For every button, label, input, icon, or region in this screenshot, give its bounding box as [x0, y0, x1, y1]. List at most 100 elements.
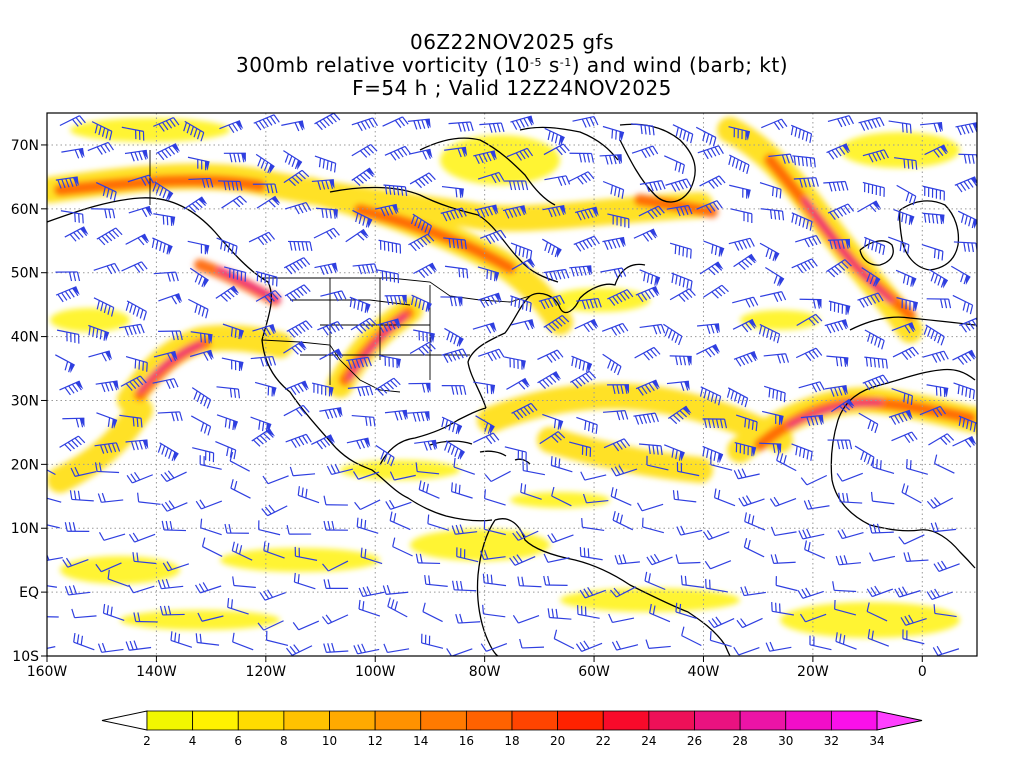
wind-barb: [664, 444, 685, 462]
colorbar-label: 32: [824, 734, 839, 748]
colorbar-label: 18: [504, 734, 519, 748]
wind-barbs: [47, 113, 977, 656]
wind-barb: [353, 643, 380, 655]
wind-barb: [311, 434, 336, 450]
wind-barb: [415, 462, 440, 475]
wind-barb: [216, 386, 241, 399]
wind-barb: [188, 298, 209, 319]
wind-barb: [504, 446, 527, 462]
wind-barb: [62, 557, 89, 568]
wind-barb: [450, 482, 473, 499]
wind-barb: [252, 323, 277, 337]
colorbar-swatch: [602, 710, 650, 731]
wind-barb: [571, 355, 593, 373]
wind-barb: [413, 262, 438, 279]
wind-barb: [895, 269, 917, 288]
wind-barb: [866, 602, 888, 622]
wind-barb: [444, 146, 468, 158]
wind-barb: [192, 447, 215, 463]
wind-barb: [864, 356, 888, 369]
wind-barb: [383, 184, 408, 197]
wind-barb: [760, 208, 785, 221]
wind-barb: [215, 285, 240, 302]
wind-barb: [635, 286, 660, 303]
wind-barb: [376, 269, 399, 284]
wind-barb: [858, 412, 879, 434]
wind-barb: [345, 228, 369, 243]
wind-barb: [610, 487, 632, 506]
wind-barb: [286, 525, 312, 535]
wind-barb: [157, 442, 179, 462]
wind-barb: [219, 120, 244, 133]
wind-barb: [97, 492, 124, 503]
wind-barb: [107, 569, 129, 587]
wind-barb: [444, 265, 469, 279]
wind-barb: [315, 207, 338, 219]
lon-tick-label: 160W: [27, 664, 68, 680]
wind-barb: [740, 586, 766, 597]
wind-barb: [96, 412, 118, 429]
colorbar-label: 24: [641, 734, 656, 748]
wind-barb: [704, 560, 732, 570]
wind-barb: [649, 603, 671, 623]
wind-barb: [672, 490, 697, 503]
wind-barb: [933, 604, 957, 618]
wind-barb: [382, 116, 409, 128]
wind-barb: [867, 629, 889, 647]
wind-barb: [257, 620, 284, 631]
wind-barb: [862, 374, 889, 391]
wind-barb: [827, 203, 855, 220]
colorbar-over-triangle: [876, 710, 923, 731]
wind-barb: [128, 584, 155, 594]
wind-barb: [639, 180, 666, 193]
wind-barb: [675, 602, 698, 620]
wind-barb: [831, 398, 855, 413]
wind-barb: [286, 320, 313, 338]
wind-barb: [285, 433, 312, 448]
wind-barb: [62, 417, 85, 428]
wind-barb: [606, 384, 630, 394]
wind-barb: [512, 529, 539, 541]
wind-barb: [121, 126, 145, 141]
wind-barb: [576, 297, 602, 310]
wind-barb: [480, 550, 506, 561]
wind-barb: [601, 322, 629, 336]
wind-barb: [94, 462, 120, 474]
wind-barb: [354, 499, 381, 511]
colorbar-label: 2: [143, 734, 151, 748]
wind-barb: [317, 320, 344, 336]
colorbar-swatch: [830, 710, 878, 731]
wind-barb: [158, 330, 183, 341]
wind-barb: [709, 631, 732, 648]
wind-barb: [456, 547, 479, 563]
wind-barb: [894, 157, 918, 170]
wind-barb: [221, 357, 244, 372]
wind-barb: [263, 541, 285, 559]
wind-barb: [888, 236, 910, 254]
wind-barb: [356, 517, 379, 534]
wind-barb: [231, 541, 253, 561]
wind-barb: [252, 183, 278, 194]
wind-barb: [477, 266, 500, 282]
colorbar-swatch: [557, 710, 604, 731]
wind-barb: [553, 629, 575, 650]
wind-barb: [259, 589, 286, 601]
wind-barb: [891, 388, 914, 406]
wind-barb: [631, 123, 655, 136]
wind-barb: [645, 639, 671, 649]
wind-barb: [409, 341, 436, 356]
wind-barb: [195, 499, 223, 510]
wind-barb: [93, 297, 115, 317]
colorbar-swatch: [648, 710, 695, 731]
wind-barb: [666, 204, 693, 217]
wind-barb: [933, 454, 955, 474]
wind-barb: [800, 474, 828, 486]
wind-barb: [888, 120, 912, 134]
wind-barb: [188, 177, 214, 188]
wind-barb: [232, 632, 254, 651]
wind-barb: [408, 233, 435, 252]
wind-barb: [223, 152, 246, 163]
wind-barb: [728, 126, 751, 141]
wind-barb: [768, 153, 794, 164]
wind-barb: [697, 323, 720, 334]
